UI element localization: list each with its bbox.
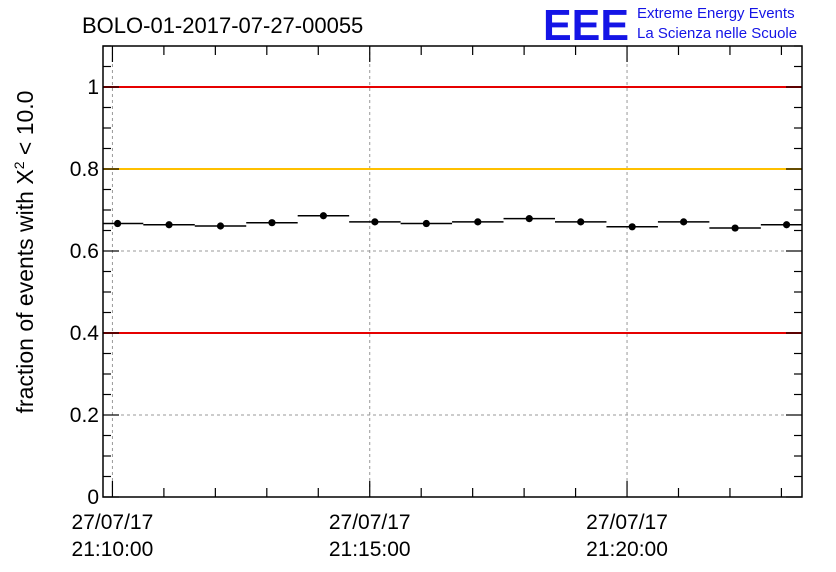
x-tick-date-label: 27/07/17 bbox=[72, 511, 154, 534]
x-tick-time-label: 21:20:00 bbox=[586, 538, 668, 561]
x-tick-date-label: 27/07/17 bbox=[586, 511, 668, 534]
data-point bbox=[628, 223, 636, 231]
y-tick-label: 0 bbox=[87, 486, 99, 509]
logo-mark: EEE bbox=[543, 1, 629, 50]
y-axis-label-tail: < 10.0 bbox=[12, 91, 38, 162]
y-tick-label: 0.4 bbox=[70, 322, 100, 345]
data-point bbox=[165, 221, 173, 229]
y-tick-label: 0.6 bbox=[70, 240, 99, 263]
axes bbox=[102, 45, 803, 498]
y-tick-label: 0.2 bbox=[70, 404, 99, 427]
data-point bbox=[782, 221, 791, 229]
tick-labels: 0 0.2 0.4 0.6 0.8 1 27/07/17 21:10:00 27/07/17 21… bbox=[70, 76, 668, 561]
y-axis-label-chi: X bbox=[12, 169, 38, 184]
data-point bbox=[113, 219, 122, 228]
data-point bbox=[371, 218, 379, 226]
logo-line2: La Scienza nelle Scuole bbox=[637, 25, 797, 42]
data-series bbox=[103, 212, 802, 232]
data-point bbox=[731, 224, 739, 232]
y-axis-label-sup: 2 bbox=[11, 161, 27, 169]
y-tick-label: 0.8 bbox=[70, 158, 99, 181]
data-point bbox=[577, 218, 585, 226]
data-point bbox=[268, 219, 276, 227]
y-axis-label-main: fraction of events with bbox=[12, 185, 38, 414]
grid-layer bbox=[103, 46, 802, 497]
y-tick-label: 1 bbox=[87, 76, 99, 99]
plot-frame bbox=[102, 45, 803, 498]
data-point bbox=[422, 219, 430, 228]
x-tick-time-label: 21:15:00 bbox=[329, 538, 411, 561]
data-point bbox=[525, 215, 533, 223]
x-tick-date-label: 27/07/17 bbox=[329, 511, 411, 534]
chart-title: BOLO-01-2017-07-27-00055 bbox=[82, 13, 363, 38]
reference-lines bbox=[103, 86, 802, 334]
data-point bbox=[319, 212, 328, 220]
y-axis-label: fraction of events with X2 < 10.0 bbox=[11, 91, 38, 414]
eee-logo: EEE Extreme Energy Events La Scienza nel… bbox=[543, 1, 797, 50]
logo-line1: Extreme Energy Events bbox=[637, 5, 795, 22]
x-tick-time-label: 21:10:00 bbox=[72, 538, 154, 561]
data-point bbox=[216, 222, 225, 230]
data-point bbox=[680, 218, 688, 226]
data-point bbox=[474, 218, 482, 226]
